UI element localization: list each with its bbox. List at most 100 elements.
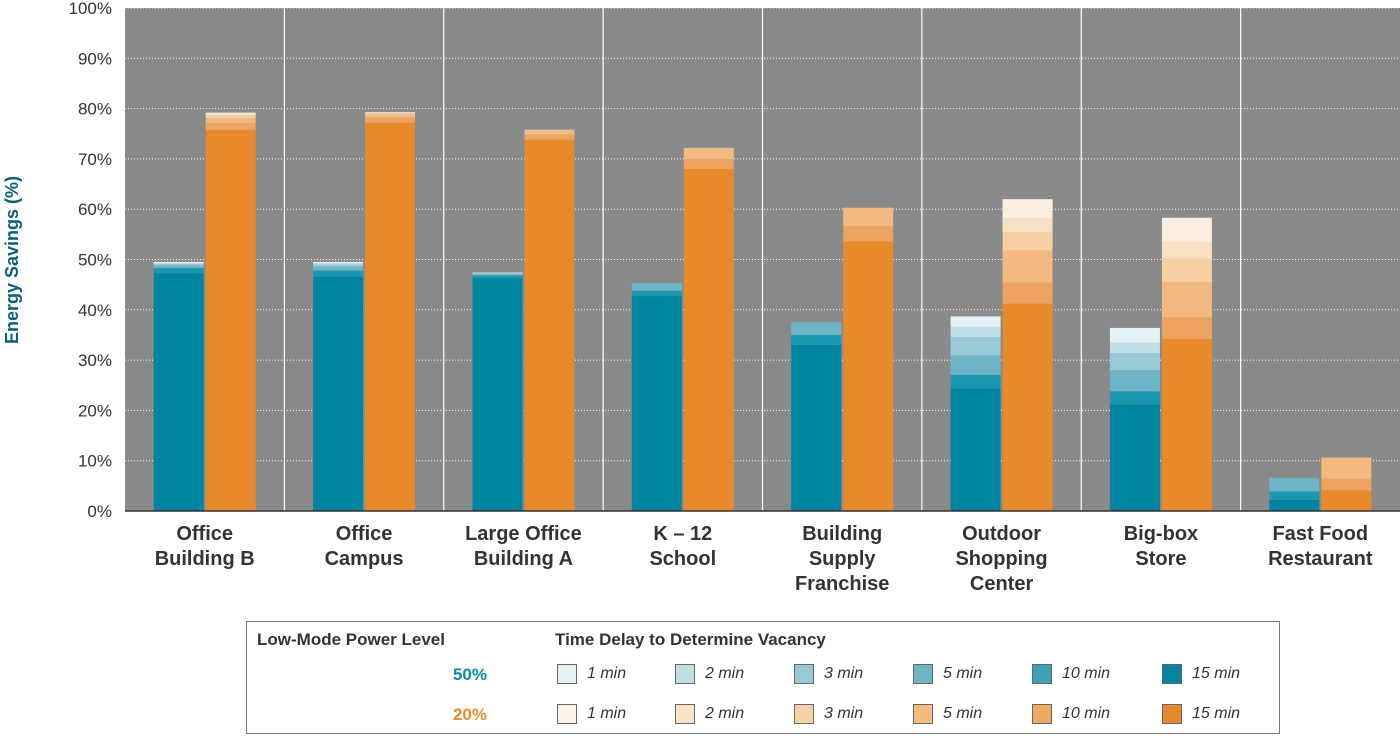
bar-50pct-2min (950, 326, 1001, 337)
bar-50pct-5min (791, 322, 842, 335)
legend-swatch (913, 704, 933, 724)
legend-swatch-label: 5 min (943, 705, 983, 722)
legend-level-20: 20% (452, 705, 487, 724)
chart-area: 0% 10% 20% 30% 40% 50% 60% 70% 80% 90% 100% Office B… (2, 0, 1400, 595)
bar-20pct-5min (1002, 250, 1053, 283)
category-label-line: Office (176, 523, 233, 545)
legend-swatch-label: 15 min (1192, 665, 1241, 682)
y-tick-label: 100% (69, 0, 112, 18)
bar-50pct-5min (153, 265, 204, 269)
category-label: Big-box Store (1124, 523, 1198, 570)
bar-50pct-5min (313, 266, 364, 271)
legend-swatch-label: 1 min (587, 705, 627, 722)
bar-50pct-1min (153, 262, 204, 264)
bar-20pct-10min (1321, 478, 1372, 491)
bar-50pct-5min (1269, 477, 1320, 492)
legend-swatch (1032, 664, 1052, 684)
bar-50pct-15min (631, 295, 682, 511)
bar-20pct-3min (1002, 232, 1053, 251)
category-label-line: School (649, 548, 716, 570)
y-axis-label: Energy Savings (%) (2, 176, 22, 344)
bar-20pct-15min (1161, 338, 1212, 511)
category-label-line: Big-box (1124, 523, 1198, 545)
bar-20pct-1min (1161, 217, 1212, 242)
category-label-line: Building A (474, 548, 573, 570)
legend-time-delay-title: Time Delay to Determine Vacancy (555, 630, 826, 649)
bar-20pct-15min (365, 122, 416, 512)
bar-20pct-1min (1002, 199, 1053, 219)
legend-swatch (1162, 664, 1182, 684)
bar-50pct-10min (153, 268, 204, 274)
bar-20pct-10min (683, 158, 734, 169)
legend-swatch (557, 664, 577, 684)
bar-50pct-15min (153, 273, 204, 511)
legend-swatch (913, 664, 933, 684)
y-tick-label: 20% (78, 401, 112, 420)
bar-20pct-5min (683, 147, 734, 159)
category-label-line: K – 12 (653, 523, 712, 545)
bar-50pct-5min (1109, 370, 1160, 392)
legend-swatch-label: 2 min (705, 705, 745, 722)
legend-level-50: 50% (452, 665, 487, 684)
legend-swatch (1032, 704, 1052, 724)
category-label: Fast Food Restaurant (1268, 523, 1373, 570)
category-label-line: Store (1135, 548, 1186, 570)
category-label: Building Supply Franchise (795, 523, 889, 595)
bar-20pct-5min (1321, 457, 1372, 479)
bar-50pct-3min (153, 264, 204, 266)
category-label: Office Building B (155, 523, 255, 570)
y-tick-label: 90% (78, 49, 112, 68)
category-label-line: Building (802, 523, 882, 545)
bar-50pct-2min (153, 263, 204, 265)
legend-swatch-label: 1 min (587, 665, 627, 682)
bar-20pct-1min (205, 112, 256, 114)
y-tick-label: 30% (78, 351, 112, 370)
bar-50pct-15min (1269, 499, 1320, 511)
category-label-line: Fast Food (1273, 523, 1369, 545)
category-label-line: Outdoor (962, 523, 1041, 545)
legend-swatch-label: 3 min (824, 705, 864, 722)
bar-50pct-15min (472, 278, 523, 511)
bar-20pct-2min (365, 112, 416, 114)
category-label-line: Restaurant (1268, 548, 1373, 570)
bar-50pct-3min (1109, 353, 1160, 371)
bar-50pct-1min (313, 262, 364, 264)
y-tick-label: 80% (78, 100, 112, 119)
bar-20pct-3min (1161, 258, 1212, 283)
bar-50pct-3min (950, 336, 1001, 356)
bar-20pct-5min (1161, 282, 1212, 318)
bar-50pct-10min (1269, 491, 1320, 500)
category-label-line: Franchise (795, 573, 889, 595)
bar-50pct-3min (313, 264, 364, 267)
stacked-bar-chart: 0% 10% 20% 30% 40% 50% 60% 70% 80% 90% 100% Office B… (2, 0, 1400, 595)
category-label: Office Campus (325, 523, 404, 570)
legend: Low-Mode Power Level Time Delay to Deter… (246, 621, 1280, 734)
bar-20pct-15min (1002, 303, 1053, 511)
category-label-line: Supply (809, 548, 877, 570)
legend-swatch (794, 704, 814, 724)
legend-swatch (794, 664, 814, 684)
category-label-line: Large Office (465, 523, 582, 545)
category-label: K – 12 School (649, 523, 716, 570)
legend-swatch-label: 10 min (1062, 665, 1111, 682)
bar-50pct-15min (1109, 404, 1160, 511)
bar-50pct-10min (1109, 391, 1160, 405)
bar-20pct-3min (365, 113, 416, 115)
bar-20pct-5min (205, 118, 256, 124)
bar-50pct-3min (472, 273, 523, 275)
bar-50pct-2min (1109, 342, 1160, 354)
legend-power-level-title: Low-Mode Power Level (257, 630, 445, 649)
bar-50pct-5min (631, 283, 682, 291)
bar-20pct-10min (843, 226, 894, 242)
bar-50pct-2min (472, 273, 523, 274)
bar-50pct-10min (472, 275, 523, 279)
bar-20pct-2min (205, 113, 256, 116)
bar-20pct-1min (365, 112, 416, 113)
bar-50pct-10min (313, 270, 364, 277)
legend-swatch (1162, 704, 1182, 724)
bar-50pct-15min (950, 388, 1001, 511)
bar-50pct-1min (1109, 327, 1160, 343)
bar-20pct-10min (1161, 317, 1212, 339)
category-label: Outdoor Shopping Center (955, 523, 1047, 595)
bar-50pct-15min (791, 345, 842, 511)
